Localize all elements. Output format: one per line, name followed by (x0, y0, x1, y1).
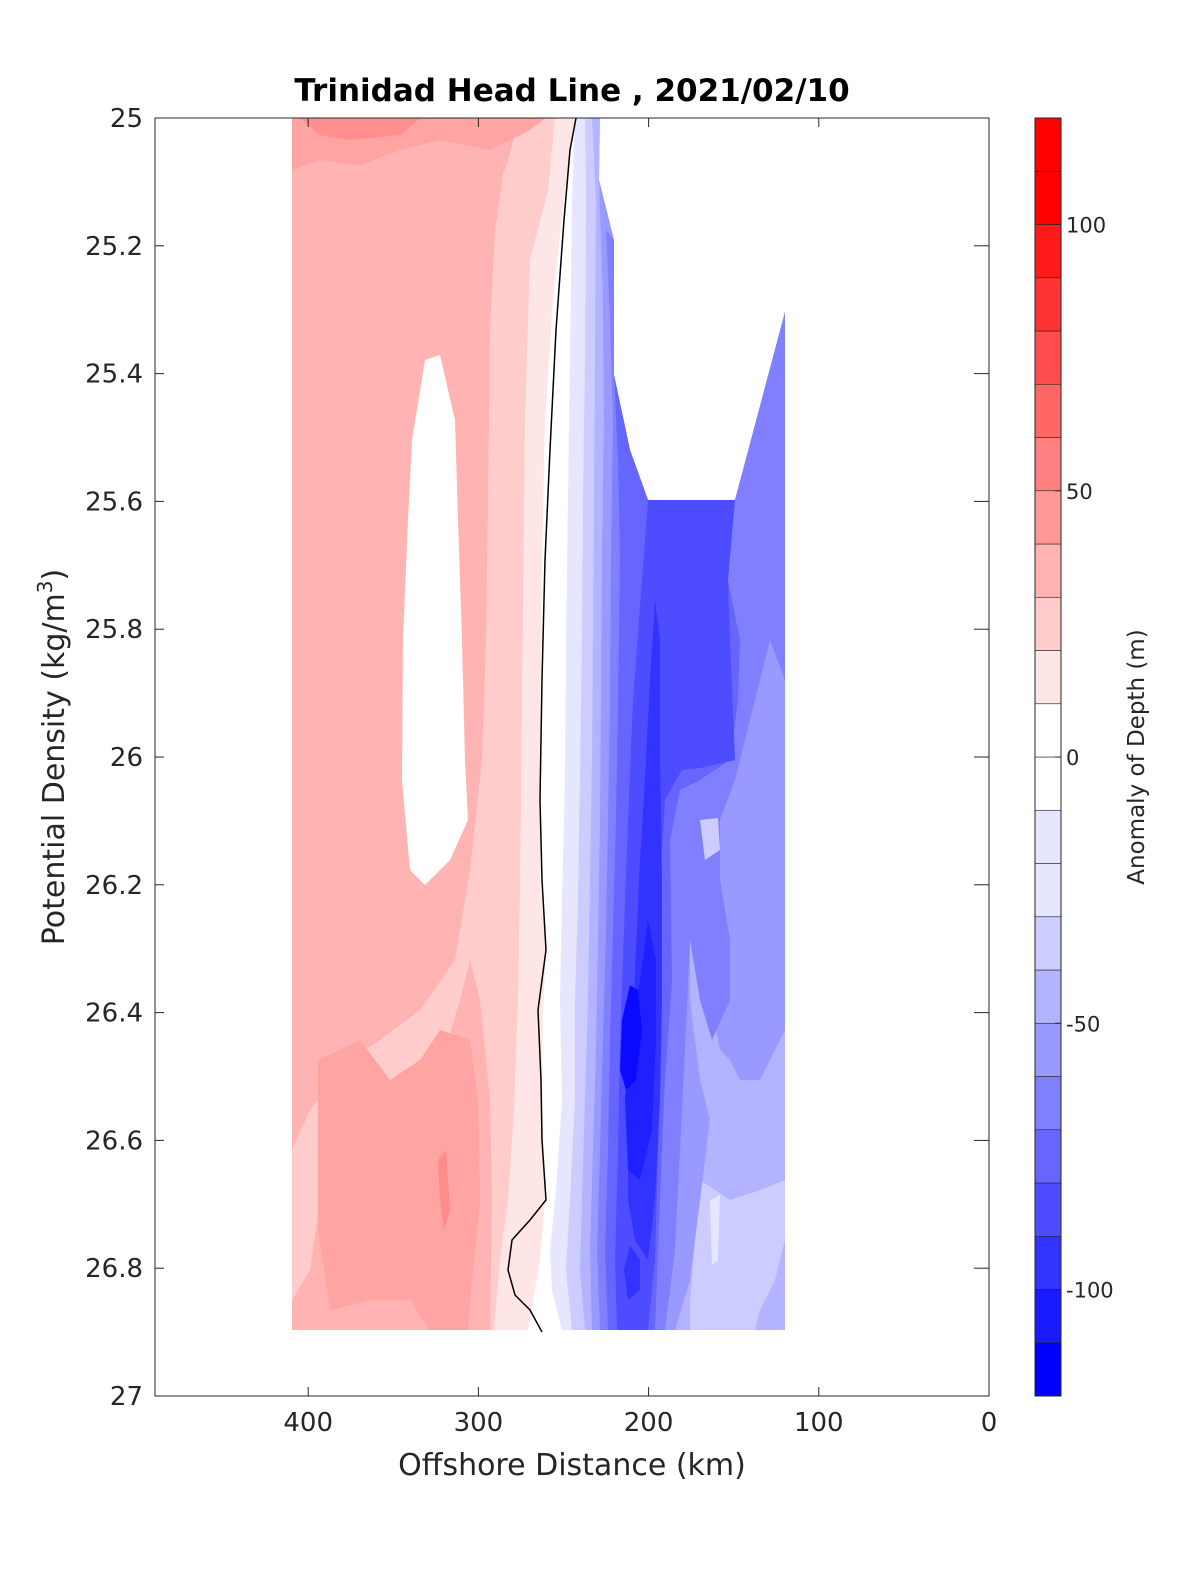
y-tick-label: 25.6 (85, 487, 143, 517)
contour-band-pos-40 (318, 1030, 480, 1330)
x-tick-label: 200 (624, 1408, 674, 1438)
y-tick-label: 25.8 (85, 615, 143, 645)
colorbar-segment (1034, 1076, 1062, 1131)
y-tick-label: 27 (110, 1382, 143, 1412)
colorbar-segment (1034, 117, 1062, 172)
colorbar-segment (1034, 1022, 1062, 1077)
colorbar-tick-label: -100 (1066, 1279, 1114, 1303)
y-tick-label: 26.8 (85, 1254, 143, 1284)
colorbar: 100 50 0 -50 -100 (1034, 117, 1114, 1397)
colorbar-segment (1034, 437, 1062, 492)
y-tick-label: 25 (110, 104, 143, 134)
chart-title: Trinidad Head Line , 2021/02/10 (294, 73, 849, 109)
colorbar-segment (1034, 863, 1062, 918)
colorbar-segment (1034, 170, 1062, 225)
y-tick-label: 25.2 (85, 232, 143, 262)
colorbar-segment (1034, 809, 1062, 864)
colorbar-segment (1034, 277, 1062, 332)
colorbar-segment (1034, 916, 1062, 971)
y-tick-label: 26.6 (85, 1126, 143, 1156)
colorbar-title: Anomaly of Depth (m) (1124, 629, 1150, 884)
axis-labels: 400 300 200 100 0 25 25.2 25.4 25.6 25.8 26 26.2 26.… (85, 104, 997, 1438)
contour-band-pos-55 (438, 1150, 450, 1230)
colorbar-segment (1034, 1289, 1062, 1344)
colorbar-segment (1034, 543, 1062, 598)
colorbar-segment (1034, 756, 1062, 811)
contour-band-neg-100 (620, 985, 642, 1090)
colorbar-tick-label: 50 (1066, 480, 1093, 504)
contour-band-neg-10b (710, 1195, 720, 1265)
colorbar-segment (1034, 969, 1062, 1024)
colorbar-segment (1034, 383, 1062, 438)
colorbar-segment (1034, 1342, 1062, 1397)
y-axis-title-close: ) (37, 569, 72, 581)
colorbar-segment (1034, 650, 1062, 705)
x-tick-label: 400 (283, 1408, 333, 1438)
colorbar-segment (1034, 224, 1062, 279)
contour-band-neg-20b (700, 818, 720, 860)
colorbar-tick-label: 100 (1066, 214, 1106, 238)
colorbar-segment (1034, 1182, 1062, 1237)
contour-fill-layer (292, 118, 785, 1333)
contour-band-pos-30b (292, 118, 395, 1000)
zero-contour-line (507, 118, 577, 1333)
colorbar-tick-label: -50 (1066, 1012, 1100, 1036)
y-tick-label: 26.4 (85, 999, 143, 1029)
colorbar-segment (1034, 490, 1062, 545)
colorbar-segment (1034, 1129, 1062, 1184)
axis-ticks (155, 117, 990, 1397)
x-tick-label: 100 (794, 1408, 844, 1438)
x-tick-label: 300 (454, 1408, 504, 1438)
colorbar-segment (1034, 596, 1062, 651)
x-tick-label: 0 (981, 1408, 998, 1438)
y-axis-title-sup: 3 (33, 580, 57, 593)
contour-band-pos-50 (300, 118, 420, 140)
x-axis-title: Offshore Distance (km) (398, 1448, 746, 1483)
y-tick-label: 25.4 (85, 360, 143, 390)
colorbar-segment (1034, 703, 1062, 758)
y-axis-title-main: Potential Density (kg/m (37, 593, 72, 945)
colorbar-tick-label: 0 (1066, 746, 1079, 770)
colorbar-segment (1034, 330, 1062, 385)
y-axis-title: Potential Density (kg/m3) (33, 569, 72, 945)
contour-band-neg-80b (624, 1245, 640, 1300)
contour-band-neg-30b (755, 1240, 785, 1330)
contour-band-neg-90 (625, 920, 656, 1180)
colorbar-segment (1034, 1235, 1062, 1290)
y-tick-label: 26.2 (85, 871, 143, 901)
contour-band-zero-core (402, 355, 468, 885)
y-tick-label: 26 (110, 743, 143, 773)
